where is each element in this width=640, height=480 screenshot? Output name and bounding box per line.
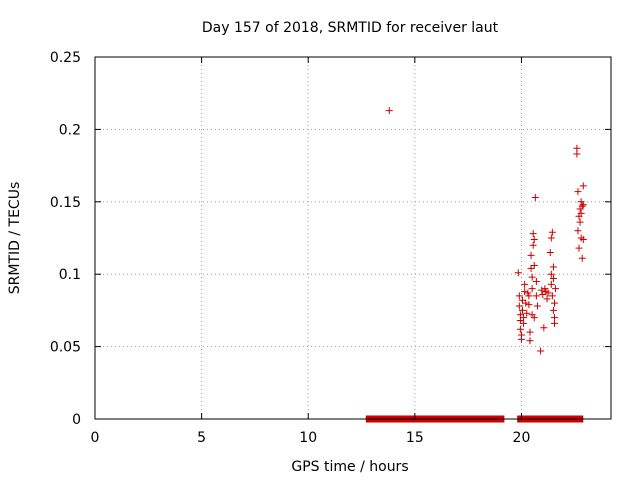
data-point bbox=[574, 227, 582, 235]
data-point bbox=[576, 218, 584, 226]
y-tick-label: 0 bbox=[72, 412, 81, 428]
data-point bbox=[552, 285, 560, 293]
data-point bbox=[385, 107, 393, 115]
data-point bbox=[549, 275, 557, 283]
data-point bbox=[515, 292, 523, 300]
data-point bbox=[532, 292, 540, 300]
data-point bbox=[547, 270, 555, 278]
data-point bbox=[528, 285, 536, 293]
data-point bbox=[527, 251, 535, 259]
data-point bbox=[523, 309, 531, 317]
chart-title: Day 157 of 2018, SRMTID for receiver lau… bbox=[202, 20, 499, 36]
data-point bbox=[546, 248, 554, 256]
data-point bbox=[526, 337, 534, 345]
data-point bbox=[544, 289, 552, 297]
data-point bbox=[525, 292, 533, 300]
x-tick-label: 20 bbox=[513, 430, 531, 446]
data-point bbox=[573, 150, 581, 158]
data-point bbox=[521, 280, 529, 288]
data-point bbox=[530, 262, 538, 270]
data-point bbox=[550, 299, 558, 307]
data-point bbox=[548, 228, 556, 236]
data-point bbox=[528, 273, 536, 281]
data-point bbox=[543, 295, 551, 303]
data-point bbox=[539, 290, 547, 298]
data-point bbox=[549, 306, 557, 314]
data-point bbox=[514, 269, 522, 277]
data-point bbox=[541, 285, 549, 293]
data-point bbox=[516, 325, 524, 333]
data-point bbox=[578, 254, 586, 262]
data-point bbox=[578, 202, 586, 210]
data-point bbox=[526, 328, 534, 336]
data-point bbox=[530, 235, 538, 243]
data-point bbox=[530, 314, 538, 322]
data-point bbox=[547, 280, 555, 288]
data-points bbox=[385, 107, 587, 355]
x-tick-label: 10 bbox=[299, 430, 317, 446]
y-tick-label: 0.05 bbox=[50, 340, 81, 356]
data-point bbox=[516, 317, 524, 325]
data-point bbox=[524, 289, 532, 297]
data-point bbox=[529, 241, 537, 249]
data-point bbox=[540, 324, 548, 332]
y-tick-label: 0.1 bbox=[59, 267, 81, 283]
y-tick-label: 0.25 bbox=[50, 50, 81, 66]
y-axis-label: SRMTID / TECUs bbox=[7, 182, 23, 295]
data-point bbox=[519, 296, 527, 304]
x-tick-label: 5 bbox=[197, 430, 206, 446]
x-axis-label: GPS time / hours bbox=[291, 459, 408, 475]
data-point bbox=[579, 182, 587, 190]
grid-lines bbox=[95, 57, 611, 419]
x-tick-label: 0 bbox=[91, 430, 100, 446]
data-point bbox=[575, 244, 583, 252]
data-point bbox=[532, 277, 540, 285]
y-tick-label: 0.2 bbox=[59, 122, 81, 138]
data-point bbox=[517, 335, 525, 343]
data-point bbox=[577, 209, 585, 217]
data-point bbox=[574, 188, 582, 196]
data-point bbox=[579, 201, 587, 209]
plot-frame bbox=[94, 56, 612, 420]
data-point bbox=[519, 306, 527, 314]
data-point bbox=[529, 230, 537, 238]
data-point bbox=[550, 319, 558, 327]
data-point bbox=[531, 193, 539, 201]
data-point bbox=[547, 234, 555, 242]
data-point bbox=[538, 286, 546, 294]
data-point bbox=[525, 301, 533, 309]
y-tick-label: 0.15 bbox=[50, 195, 81, 211]
data-point bbox=[579, 235, 587, 243]
data-point bbox=[521, 288, 529, 296]
axis-ticks: 0 5 10 15 20 0 0.05 0.1 0.15 0.2 0.25 bbox=[50, 50, 611, 446]
data-point bbox=[520, 319, 528, 327]
x-tick-label: 15 bbox=[406, 430, 424, 446]
data-point bbox=[515, 302, 523, 310]
data-point bbox=[548, 292, 556, 300]
data-point bbox=[533, 302, 541, 310]
data-point bbox=[537, 347, 545, 355]
data-point bbox=[549, 263, 557, 271]
data-point bbox=[527, 264, 535, 272]
data-point bbox=[522, 299, 530, 307]
